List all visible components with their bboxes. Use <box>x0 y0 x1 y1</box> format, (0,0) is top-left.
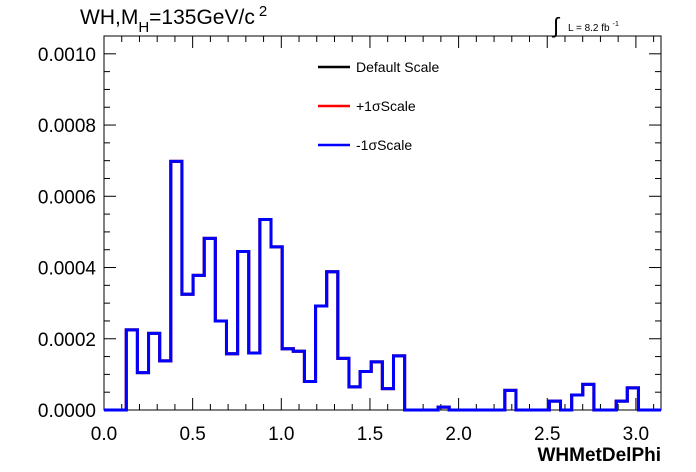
legend-label-minus1sigma: -1σScale <box>356 137 412 153</box>
x-tick-label: 2.5 <box>534 424 560 445</box>
axis-ticks: 0.0 0.5 1.0 1.5 2.0 2.5 3.0 0.0000 0.0002 0.0004 0… <box>38 36 661 445</box>
luminosity-label: L = 8.2 fb -1 <box>568 21 619 34</box>
x-tick-label: 2.0 <box>445 424 471 445</box>
x-tick-label: 1.5 <box>357 424 383 445</box>
legend-label-default: Default Scale <box>356 59 439 75</box>
chart-title: WH,MH=135GeV/c 2 <box>80 3 267 36</box>
x-axis-label: WHMetDelPhi <box>538 445 662 466</box>
y-tick-label: 0.0010 <box>38 45 96 66</box>
series-line-minus1sigma <box>104 159 661 412</box>
luminosity-integral-symbol: ∫ <box>551 13 561 38</box>
y-tick-label: 0.0008 <box>38 116 96 137</box>
x-tick-label: 0.0 <box>91 424 117 445</box>
luminosity-sup: -1 <box>613 21 619 28</box>
y-tick-label: 0.0006 <box>38 187 96 208</box>
x-tick-label: 1.0 <box>268 424 294 445</box>
y-tick-label: 0.0002 <box>38 330 96 351</box>
x-tick-label: 0.5 <box>179 424 205 445</box>
legend-label-plus1sigma: +1σScale <box>356 98 416 114</box>
y-tick-label: 0.0000 <box>38 401 96 422</box>
chart-title-sub: H <box>138 19 149 36</box>
plot-frame <box>103 35 662 411</box>
chart-title-sup: 2 <box>259 3 267 20</box>
y-tick-label: 0.0004 <box>38 259 97 280</box>
chart-title-rest: =135GeV/c <box>149 6 255 29</box>
luminosity-text: L = 8.2 fb <box>568 23 610 34</box>
series-layer <box>104 159 661 412</box>
chart-title-main: WH,M <box>80 6 138 29</box>
x-tick-label: 3.0 <box>623 424 649 445</box>
legend: Default Scale +1σScale -1σScale <box>318 59 439 153</box>
